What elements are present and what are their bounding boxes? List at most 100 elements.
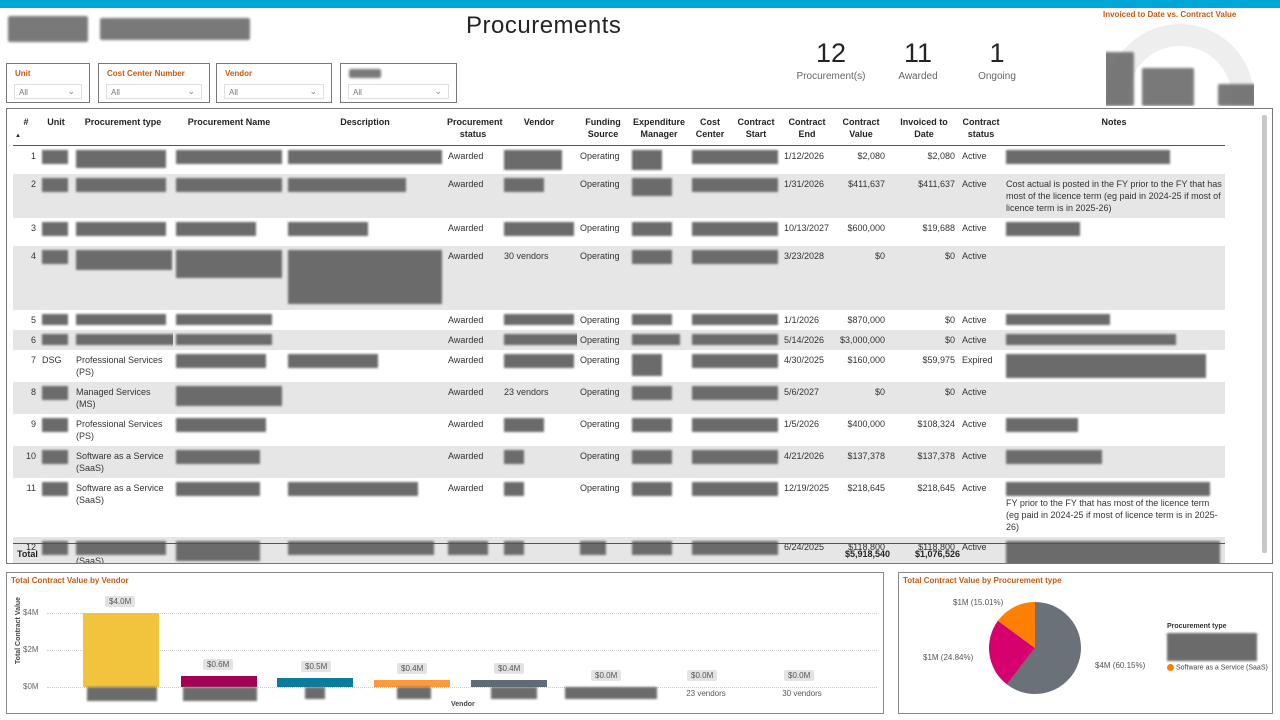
gridline bbox=[47, 687, 877, 688]
table-row[interactable]: 1 Awarded Operating 1/12/2026 $2,080 $2,… bbox=[13, 146, 1225, 175]
redacted-block bbox=[632, 482, 672, 496]
redacted-block bbox=[176, 250, 282, 278]
cell-procurement-status: Awarded bbox=[448, 315, 484, 325]
table-row[interactable]: 9 Professional Services (PS) Awarded Ope… bbox=[13, 414, 1225, 446]
cell-procurement-status: Awarded bbox=[445, 246, 501, 310]
cell-funding-source: Operating bbox=[577, 446, 629, 478]
bar-vendor-3[interactable] bbox=[277, 678, 353, 687]
redacted-block bbox=[692, 250, 778, 264]
redacted-block bbox=[288, 222, 368, 236]
cell-number: 7 bbox=[30, 355, 36, 365]
redacted-block bbox=[632, 354, 662, 376]
table-row[interactable]: 2 Awarded Operating 1/31/2026 $411,637 $… bbox=[13, 174, 1225, 218]
redacted-block bbox=[504, 450, 524, 464]
slicer-cost-center[interactable]: Cost Center Number All ⌄ bbox=[98, 63, 210, 103]
cell-procurement-status: Awarded bbox=[445, 330, 501, 350]
redacted-block bbox=[288, 482, 418, 496]
col-header-contract-status[interactable]: Contract status bbox=[959, 113, 1003, 146]
col-header-contract-end[interactable]: Contract End bbox=[781, 113, 833, 146]
table-row[interactable]: 11 Software as a Service (SaaS) Awarded … bbox=[13, 478, 1225, 537]
redacted-block bbox=[692, 450, 778, 464]
cell-contract-end: 12/19/2025 bbox=[784, 483, 830, 493]
bar-vendor-4[interactable] bbox=[374, 680, 450, 687]
bar-vendor-1[interactable] bbox=[83, 613, 159, 687]
col-header-invoiced-to-date[interactable]: Invoiced to Date bbox=[889, 113, 959, 146]
redacted-block bbox=[632, 418, 672, 432]
table-row[interactable]: 6 Awarded Operating 5/14/2026 $3,000,000… bbox=[13, 330, 1225, 350]
table-row[interactable]: 4 Awarded 30 vendors Operating 3/23/2028… bbox=[13, 246, 1225, 310]
legend-item-saas[interactable]: Software as a Service (SaaS) bbox=[1167, 664, 1268, 671]
col-header-procurement-type[interactable]: Procurement type bbox=[73, 113, 173, 146]
col-header-cost-center[interactable]: Cost Center bbox=[689, 113, 731, 146]
redacted-block bbox=[504, 314, 574, 325]
redacted-block bbox=[176, 354, 266, 368]
slicer-unit[interactable]: Unit All ⌄ bbox=[6, 63, 90, 103]
bar-vendor-5[interactable] bbox=[471, 680, 547, 687]
col-header-unit[interactable]: Unit bbox=[39, 113, 73, 146]
data-label: $0.6M bbox=[203, 659, 234, 670]
cell-notes: FY prior to the FY that has most of the … bbox=[1006, 498, 1218, 532]
col-header-description[interactable]: Description bbox=[285, 113, 445, 146]
cell-number: 8 bbox=[13, 382, 39, 414]
col-header-contract-start[interactable]: Contract Start bbox=[731, 113, 781, 146]
redacted-block bbox=[1006, 482, 1210, 496]
procurements-grid: # ▲ Unit Procurement type Procurement Nam… bbox=[13, 113, 1225, 563]
slicer-label: Vendor bbox=[225, 69, 253, 78]
sort-ascending-icon[interactable]: ▲ bbox=[15, 133, 21, 139]
redacted-block bbox=[176, 314, 272, 325]
slicer-vendor[interactable]: Vendor All ⌄ bbox=[216, 63, 332, 103]
legend-title: Procurement type bbox=[1167, 623, 1227, 630]
vendor-bar-chart[interactable]: Total Contract Value by Vendor Total Con… bbox=[6, 572, 884, 714]
slicer-dropdown[interactable]: All ⌄ bbox=[224, 84, 324, 99]
cell-contract-value: $160,000 bbox=[847, 355, 885, 365]
gridline bbox=[47, 650, 877, 651]
slicer-dropdown[interactable]: All ⌄ bbox=[106, 84, 202, 99]
slicer-redacted[interactable]: All ⌄ bbox=[340, 63, 457, 103]
col-header-expenditure-manager[interactable]: Expenditure Manager bbox=[629, 113, 689, 146]
cell-procurement-status: Awarded bbox=[445, 382, 501, 414]
table-row[interactable]: 5 Awarded Operating 1/1/2026 $870,000 $0… bbox=[13, 310, 1225, 330]
table-row[interactable]: 10 Software as a Service (SaaS) Awarded … bbox=[13, 446, 1225, 478]
kpi-label: Awarded bbox=[898, 71, 938, 82]
col-header-notes[interactable]: Notes bbox=[1003, 113, 1225, 146]
pie-graphic[interactable] bbox=[987, 600, 1083, 696]
col-header-number[interactable]: # ▲ bbox=[13, 113, 39, 146]
cell-number: 10 bbox=[13, 446, 39, 478]
pie-slice-orange[interactable] bbox=[997, 602, 1035, 648]
col-header-contract-value[interactable]: Contract Value bbox=[833, 113, 889, 146]
slicer-label: Cost Center Number bbox=[107, 69, 185, 78]
vertical-scrollbar[interactable] bbox=[1262, 115, 1267, 553]
table-row[interactable]: 3 Awarded Operating 10/13/2027 $600,000 … bbox=[13, 218, 1225, 246]
bar-vendor-2[interactable] bbox=[181, 676, 257, 687]
kpi-value: 1 bbox=[989, 38, 1005, 68]
procurements-table[interactable]: # ▲ Unit Procurement type Procurement Nam… bbox=[6, 108, 1273, 564]
table-row[interactable]: 8 Managed Services (MS) Awarded 23 vendo… bbox=[13, 382, 1225, 414]
table-row[interactable]: 12 (SaaS) 6/24/2025 $118,800 $118,800 Ac… bbox=[13, 537, 1225, 563]
redacted-block bbox=[1006, 150, 1170, 164]
y-tick: $4M bbox=[23, 608, 39, 617]
cell-invoiced: $0 bbox=[889, 246, 959, 310]
data-label: $0.5M bbox=[301, 661, 332, 672]
cell-contract-status: Expired bbox=[962, 355, 993, 365]
pie-slice-magenta[interactable] bbox=[988, 620, 1035, 685]
col-header-vendor[interactable]: Vendor bbox=[501, 113, 577, 146]
slicer-dropdown[interactable]: All ⌄ bbox=[14, 84, 82, 99]
redacted-block bbox=[632, 314, 672, 325]
cell-invoiced: $118,800 bbox=[889, 537, 959, 563]
invoiced-gauge[interactable] bbox=[1106, 24, 1254, 106]
procurement-type-pie-chart[interactable]: Total Contract Value by Procurement type… bbox=[898, 572, 1273, 714]
redacted-block bbox=[76, 150, 166, 168]
pie-slice-gray[interactable] bbox=[1006, 602, 1081, 694]
col-header-procurement-name[interactable]: Procurement Name bbox=[173, 113, 285, 146]
col-header-funding-source[interactable]: Funding Source bbox=[577, 113, 629, 146]
x-label-redacted bbox=[565, 687, 657, 699]
col-header-procurement-status[interactable]: Procurement status bbox=[445, 113, 503, 146]
redacted-block bbox=[580, 541, 606, 555]
redacted-block bbox=[42, 150, 68, 164]
table-row[interactable]: 7 DSG Professional Services (PS) Awarded… bbox=[13, 350, 1225, 382]
slicer-dropdown[interactable]: All ⌄ bbox=[348, 84, 449, 99]
redacted-block bbox=[1006, 334, 1176, 345]
redacted-block bbox=[76, 178, 166, 192]
cell-invoiced: $0 bbox=[889, 382, 959, 414]
cell-contract-value: $2,080 bbox=[857, 151, 885, 161]
